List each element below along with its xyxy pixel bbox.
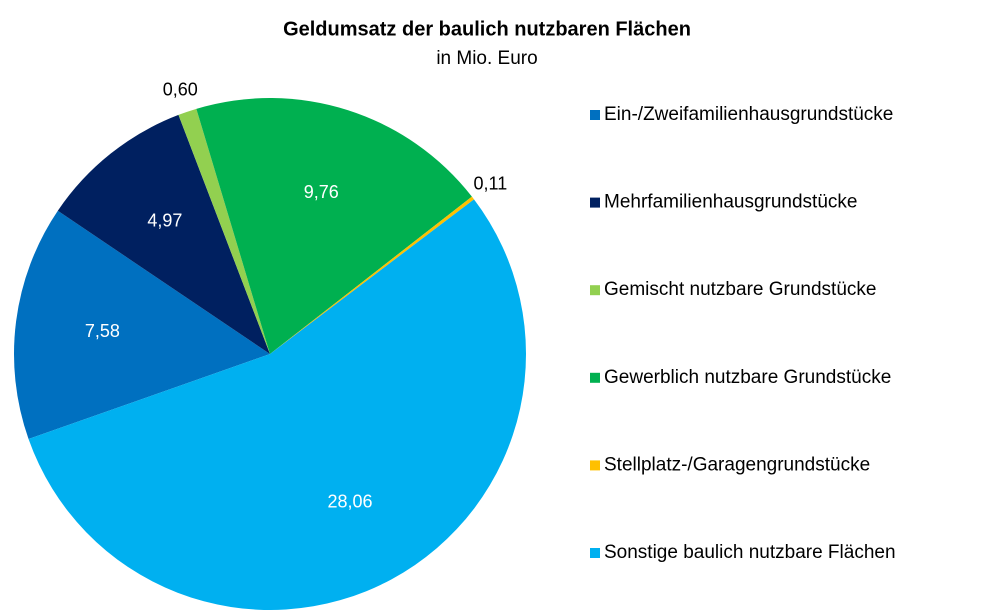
legend-swatch xyxy=(590,285,600,296)
legend-swatch xyxy=(590,197,600,208)
data-label: 0,60 xyxy=(163,80,198,100)
legend-swatch xyxy=(590,110,600,120)
chart-title: Geldumsatz der baulich nutzbaren Flächen xyxy=(283,18,691,40)
legend-swatch xyxy=(590,460,600,471)
data-label: 0,11 xyxy=(474,173,508,193)
data-label: 4,97 xyxy=(147,210,182,230)
legend-label: Gemischt nutzbare Grundstücke xyxy=(604,279,876,300)
pie-slice xyxy=(13,210,270,440)
legend-label: Gewerblich nutzbare Grundstücke xyxy=(604,367,891,388)
data-label: 28,06 xyxy=(328,492,373,512)
legend-label: Ein-/Zweifamilienhausgrundstücke xyxy=(604,104,893,125)
chart-subtitle: in Mio. Euro xyxy=(436,48,537,69)
pie-slice xyxy=(196,98,472,354)
legend-label: Mehrfamilienhausgrundstücke xyxy=(604,192,857,213)
pie-slice xyxy=(57,114,271,354)
pie-slice xyxy=(270,196,475,354)
legend-label: Sonstige baulich nutzbare Flächen xyxy=(604,542,896,563)
legend-swatch xyxy=(590,372,600,383)
legend-swatch xyxy=(590,548,600,558)
legend-label: Stellplatz-/Garagengrundstücke xyxy=(604,454,870,475)
pie-slice xyxy=(28,199,526,610)
data-label: 9,76 xyxy=(304,182,339,202)
data-label: 7,58 xyxy=(85,321,120,341)
pie-slice xyxy=(178,108,270,355)
